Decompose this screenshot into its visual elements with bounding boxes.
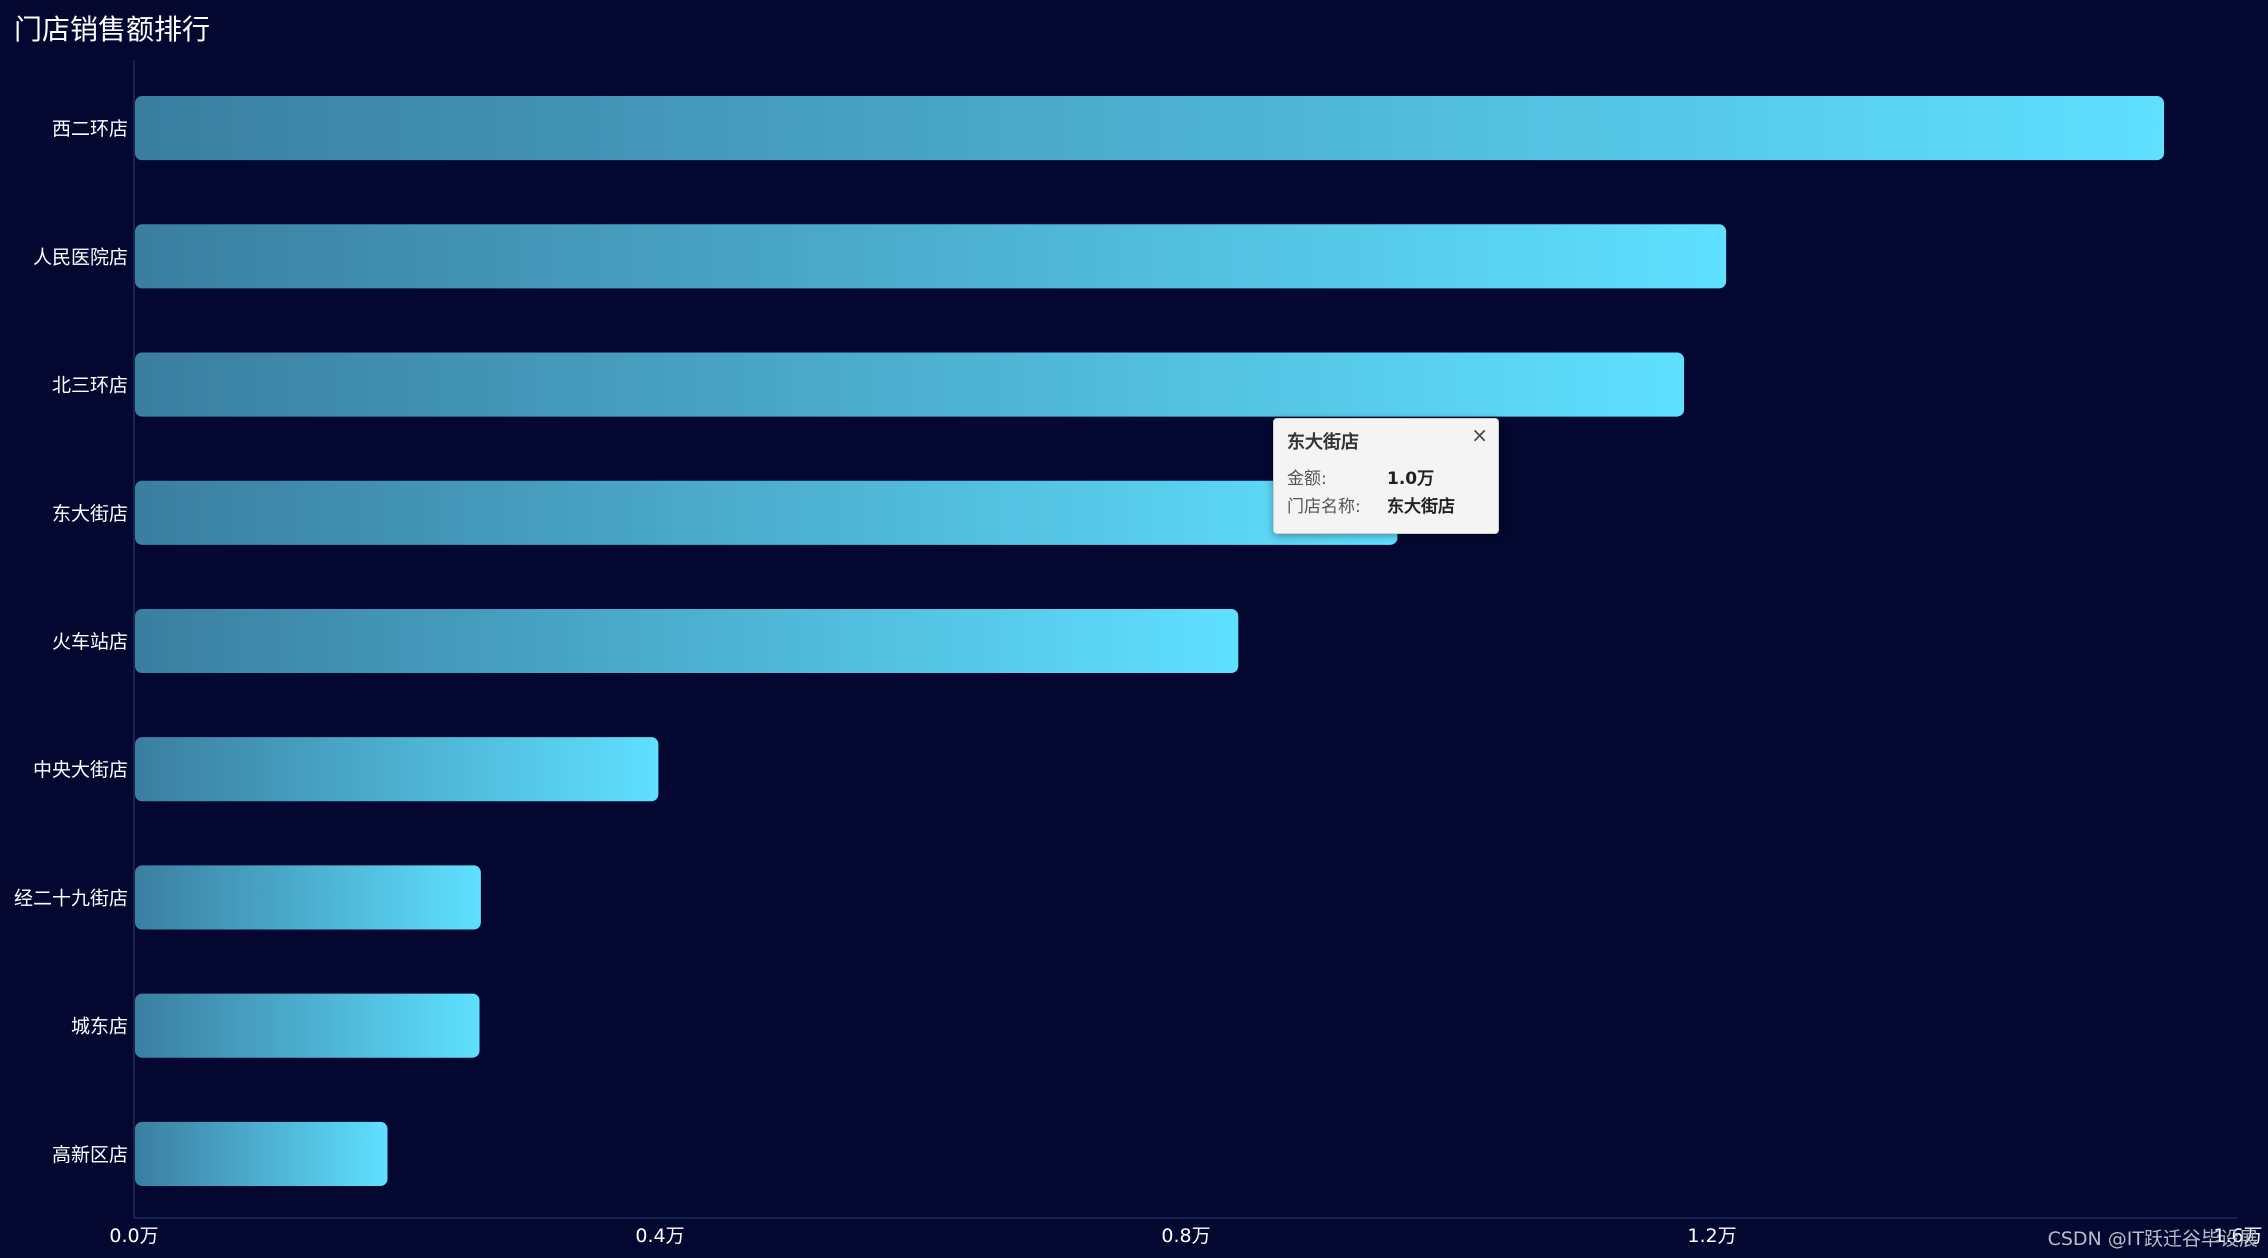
category-label: 北三环店	[52, 375, 128, 397]
tooltip-title: 东大街店	[1287, 432, 1359, 453]
category-label: 西二环店	[52, 118, 128, 140]
category-label: 城东店	[71, 1016, 128, 1038]
x-tick-label: 0.0万	[109, 1225, 158, 1247]
tooltip-value: 1.0万	[1387, 469, 1435, 489]
x-tick-label: 1.2万	[1687, 1225, 1736, 1247]
close-icon[interactable]: ×	[1471, 423, 1488, 447]
bar[interactable]	[135, 737, 659, 802]
tooltip-key: 金额:	[1287, 469, 1327, 489]
bar[interactable]	[135, 352, 1685, 417]
tooltip: × 东大街店 金额: 1.0万 门店名称: 东大街店	[1273, 418, 1499, 534]
x-tick-label: 0.4万	[635, 1225, 684, 1247]
x-tick-label: 0.8万	[1161, 1225, 1210, 1247]
category-label: 中央大街店	[33, 759, 128, 781]
category-label: 高新区店	[52, 1144, 128, 1166]
bar[interactable]	[135, 608, 1239, 674]
tooltip-value: 东大街店	[1387, 497, 1455, 517]
category-label: 东大街店	[52, 503, 128, 525]
bar[interactable]	[135, 96, 2165, 161]
bar[interactable]	[135, 480, 1398, 545]
x-tick-label: 1.6万	[2213, 1225, 2262, 1247]
tooltip-key: 门店名称:	[1287, 497, 1361, 517]
bar[interactable]	[135, 865, 481, 930]
bar[interactable]	[135, 1121, 388, 1186]
bar[interactable]	[135, 993, 480, 1058]
tooltip-row: 金额: 1.0万	[1287, 465, 1486, 493]
category-label: 人民医院店	[33, 246, 128, 268]
bar[interactable]	[135, 224, 1727, 289]
chart-title: 门店销售额排行	[14, 13, 211, 46]
tooltip-row: 门店名称: 东大街店	[1287, 493, 1486, 521]
category-label: 火车站店	[52, 631, 128, 653]
watermark: CSDN @IT跃迁谷毕设展	[2047, 1228, 2258, 1250]
category-label: 经二十九街店	[14, 887, 128, 909]
